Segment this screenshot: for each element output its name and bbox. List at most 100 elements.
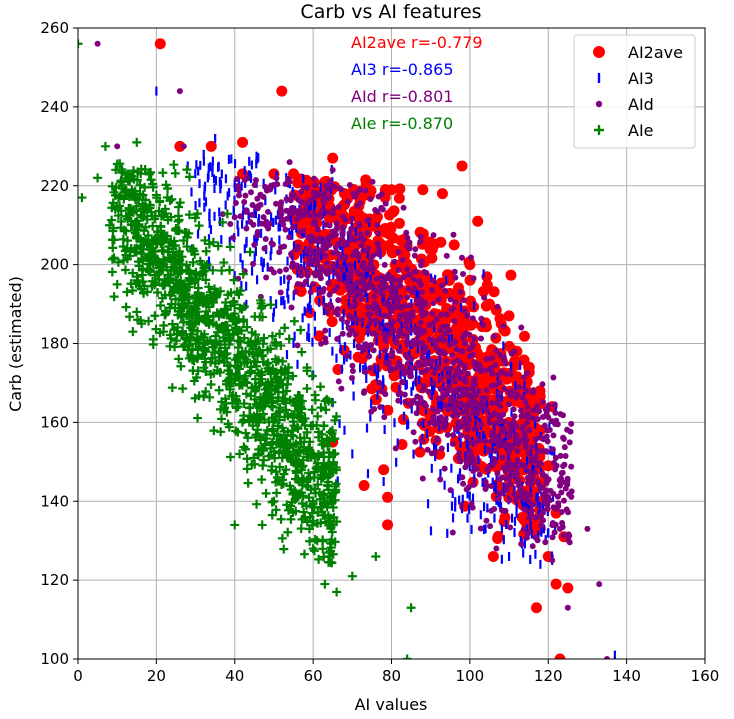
- data-point-aid: [457, 458, 464, 465]
- data-point-aid: [250, 260, 257, 267]
- data-point-aid: [549, 446, 556, 453]
- data-point-aie: [275, 462, 285, 472]
- data-point-aid: [488, 431, 495, 438]
- data-point-ai2ave: [370, 393, 382, 405]
- data-point-aid: [550, 432, 557, 439]
- data-point-aid: [450, 231, 457, 238]
- data-point-aid: [410, 364, 417, 371]
- data-point-aie: [319, 489, 329, 499]
- data-point-aid: [544, 427, 551, 434]
- data-point-aie: [119, 225, 129, 235]
- data-point-aid: [234, 183, 241, 190]
- data-point-aid: [511, 348, 518, 355]
- data-point-aid: [449, 529, 456, 536]
- data-point-aie: [267, 331, 277, 341]
- data-point-aid: [543, 409, 550, 416]
- data-point-aid: [526, 468, 533, 475]
- data-point-aie: [233, 427, 243, 437]
- data-point-aid: [435, 296, 442, 303]
- data-point-aie: [245, 247, 255, 257]
- data-point-aie: [329, 512, 339, 522]
- data-point-aid: [377, 325, 384, 332]
- data-point-aid: [302, 201, 309, 208]
- data-point-aid: [477, 367, 484, 374]
- data-point-aie: [305, 512, 315, 522]
- data-point-aie: [148, 246, 158, 256]
- data-point-aid: [347, 289, 354, 296]
- data-point-aid: [465, 484, 472, 491]
- data-point-aid: [552, 420, 559, 427]
- data-point-aie: [316, 474, 326, 484]
- data-point-aid: [412, 438, 419, 445]
- data-point-ai2ave: [393, 192, 405, 204]
- data-point-aid: [321, 200, 328, 207]
- data-point-aie: [192, 326, 202, 336]
- data-point-aid: [94, 40, 101, 47]
- data-point-aie: [279, 544, 289, 554]
- data-point-aid: [404, 294, 411, 301]
- data-point-aie: [117, 165, 127, 175]
- data-point-aid: [526, 414, 533, 421]
- data-point-aie: [118, 234, 128, 244]
- data-point-aid: [360, 277, 367, 284]
- data-point-aid: [435, 364, 442, 371]
- data-point-aid: [488, 507, 495, 514]
- data-point-aie: [290, 486, 300, 496]
- data-point-aid: [450, 305, 457, 312]
- data-point-aid: [486, 413, 493, 420]
- data-point-aie: [241, 428, 251, 438]
- data-point-aid: [374, 208, 381, 215]
- data-point-aid: [456, 385, 463, 392]
- data-point-aie: [248, 339, 258, 349]
- data-point-aie: [139, 281, 149, 291]
- data-point-aid: [477, 525, 484, 532]
- data-point-aid: [304, 272, 311, 279]
- y-tick-label: 220: [40, 177, 69, 195]
- data-point-aie: [202, 337, 212, 347]
- data-point-aid: [382, 299, 389, 306]
- data-point-aie: [242, 322, 252, 332]
- data-point-aie: [173, 322, 183, 332]
- data-point-aid: [335, 203, 342, 210]
- data-point-aid: [352, 237, 359, 244]
- data-point-aid: [413, 410, 420, 417]
- data-point-aid: [288, 304, 295, 311]
- data-point-aid: [362, 187, 369, 194]
- data-point-ai2ave: [382, 240, 394, 252]
- data-point-aid: [434, 408, 441, 415]
- data-point-aid: [497, 351, 504, 358]
- data-point-aie: [272, 488, 282, 498]
- data-point-aid: [482, 478, 489, 485]
- data-point-aid: [374, 222, 381, 229]
- data-point-aid: [250, 221, 257, 228]
- data-point-aid: [604, 656, 611, 659]
- data-point-aie: [161, 307, 171, 317]
- data-point-aid: [430, 414, 437, 421]
- data-point-aie: [302, 363, 312, 373]
- data-point-aid: [596, 581, 603, 588]
- data-point-aid: [389, 348, 396, 355]
- data-point-aie: [130, 195, 140, 205]
- data-point-aid: [378, 285, 385, 292]
- data-point-aie: [161, 180, 171, 190]
- data-point-aid: [273, 175, 280, 182]
- data-point-aid: [322, 221, 329, 228]
- data-point-aie: [128, 207, 138, 217]
- data-point-aie: [178, 326, 188, 336]
- data-point-aie: [200, 261, 210, 271]
- data-point-aid: [505, 401, 512, 408]
- data-point-aie: [247, 349, 257, 359]
- data-point-aid: [462, 340, 469, 347]
- data-point-aie: [277, 366, 287, 376]
- data-point-aid: [289, 263, 296, 270]
- x-tick-label: 20: [147, 667, 166, 685]
- x-tick-label: 40: [225, 667, 244, 685]
- data-point-aid: [344, 319, 351, 326]
- data-point-aid: [306, 255, 313, 262]
- data-point-aid: [419, 475, 426, 482]
- data-point-aid: [528, 507, 535, 514]
- data-point-aie: [107, 235, 117, 245]
- data-point-aid: [476, 437, 483, 444]
- data-point-aid: [551, 401, 558, 408]
- data-point-aie: [175, 198, 185, 208]
